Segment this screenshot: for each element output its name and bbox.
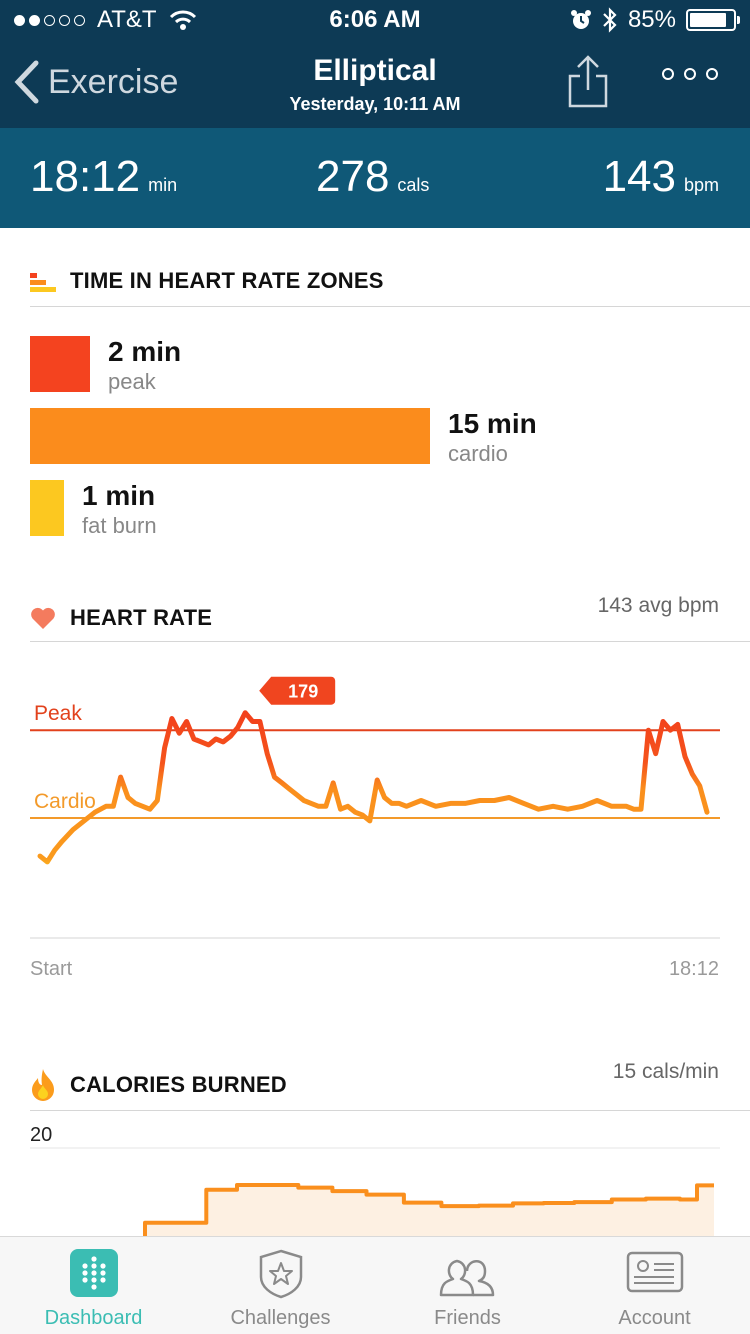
page-subtitle: Yesterday, 10:11 AM — [289, 94, 461, 114]
avg-bpm: 143 avg bpm — [597, 594, 719, 617]
peak-zone-label: peak — [108, 369, 156, 394]
tab-account-label: Account — [618, 1307, 691, 1329]
zones-bars-icon — [30, 273, 56, 292]
tab-friends[interactable]: Friends — [374, 1237, 561, 1334]
fat-burn-zone-value: 1 min — [82, 480, 156, 511]
tab-challenges-label: Challenges — [230, 1307, 331, 1329]
zones-title: TIME IN HEART RATE ZONES — [70, 268, 384, 293]
tab-challenges[interactable]: Challenges — [187, 1237, 374, 1334]
calories-area — [145, 1185, 714, 1236]
peak-zone-value: 2 min — [108, 336, 182, 367]
nav-bar: Exercise Elliptical Yesterday, 10:11 AM — [0, 40, 750, 128]
calories-line — [143, 1183, 714, 1236]
calories-chart — [30, 1147, 720, 1236]
back-label: Exercise — [48, 62, 179, 101]
heart-rate-unit: bpm — [683, 175, 719, 195]
heart-rate-value: 143 — [602, 152, 676, 201]
dashboard-dot-icon — [90, 1263, 97, 1269]
calories-unit: cals — [397, 175, 430, 195]
y-axis-max-label: 20 — [30, 1124, 53, 1146]
dashboard-dot-icon — [81, 1263, 88, 1269]
divider — [30, 306, 750, 307]
signal-dot-icon — [44, 14, 55, 26]
more-dot-icon — [706, 68, 718, 80]
clock: 6:06 AM — [329, 6, 421, 33]
carrier-name: AT&T — [97, 6, 157, 33]
battery-icon — [686, 9, 740, 31]
exercise-summary: 18:12 min 278 cals 143 bpm — [0, 128, 750, 228]
dashboard-dot-icon — [99, 1263, 106, 1269]
dashboard-dot-icon — [81, 1270, 88, 1276]
x-axis-end-label: 18:12 — [668, 958, 719, 980]
battery-percent: 85% — [627, 6, 676, 33]
dashboard-dot-icon — [90, 1256, 97, 1262]
friends-icon — [439, 1259, 494, 1297]
peak-zone-bar — [30, 336, 90, 392]
heart-rate-header: HEART RATE — [30, 605, 212, 631]
max-bpm-callout-shape — [259, 676, 336, 705]
heart-rate-title: HEART RATE — [70, 605, 213, 630]
signal-dot-icon — [74, 14, 85, 26]
heart-rate-stat: 143 bpm — [603, 152, 719, 202]
status-bar: AT&T 6:06 AM 85% — [0, 0, 750, 40]
peak-threshold-label: Peak — [34, 702, 82, 725]
signal-dot-icon — [29, 14, 40, 26]
tab-bar: Dashboard Challenges Friends Account — [0, 1236, 750, 1334]
alarm-icon — [570, 10, 591, 29]
cardio-threshold-label: Cardio — [34, 790, 96, 813]
calories-rate: 15 cals/min — [612, 1060, 719, 1083]
max-bpm-value: 179 — [288, 682, 318, 702]
calories-header: CALORIES BURNED — [30, 1068, 287, 1102]
page-title: Elliptical — [313, 54, 437, 87]
cardio-zone-bar — [30, 408, 430, 464]
dashboard-dot-icon — [90, 1270, 97, 1276]
max-bpm-callout: 179 — [259, 676, 336, 705]
wifi-icon — [169, 10, 196, 30]
battery-level — [690, 13, 726, 27]
chevron-left-icon — [14, 60, 39, 104]
duration-unit: min — [148, 175, 178, 195]
calories-stat: 278 cals — [316, 152, 429, 202]
share-button[interactable] — [566, 54, 610, 108]
duration-stat: 18:12 min — [30, 152, 177, 202]
dashboard-dot-icon — [99, 1277, 106, 1283]
tab-friends-label: Friends — [434, 1307, 501, 1329]
back-button[interactable]: Exercise — [14, 60, 178, 104]
dashboard-dot-icon — [99, 1270, 106, 1276]
zones-header: TIME IN HEART RATE ZONES — [30, 268, 384, 294]
tab-account[interactable]: Account — [561, 1237, 748, 1334]
signal-indicator: AT&T — [14, 6, 197, 34]
signal-dot-icon — [59, 14, 70, 26]
fat-burn-zone-bar — [30, 480, 64, 536]
dashboard-dot-icon — [90, 1277, 97, 1283]
signal-dot-icon — [14, 14, 25, 26]
divider — [30, 641, 750, 642]
account-card-icon — [626, 1251, 683, 1293]
more-dot-icon — [684, 68, 696, 80]
dashboard-dot-icon — [81, 1277, 88, 1283]
dashboard-dot-icon — [90, 1284, 97, 1290]
x-axis-start-label: Start — [30, 958, 73, 980]
divider — [30, 1110, 750, 1111]
tab-dashboard[interactable]: Dashboard — [0, 1237, 187, 1334]
heart-rate-chart: Peak Cardio 179 — [30, 676, 720, 939]
fat-burn-zone-label: fat burn — [82, 513, 157, 538]
tab-dashboard-label: Dashboard — [44, 1307, 143, 1329]
cardio-zone-label: cardio — [448, 441, 508, 466]
heart-rate-line — [37, 710, 710, 865]
dashboard-icon — [69, 1249, 118, 1297]
calories-value: 278 — [316, 152, 390, 201]
cardio-zone-value: 15 min — [448, 408, 537, 439]
bluetooth-icon — [603, 7, 617, 33]
heart-icon — [31, 607, 55, 629]
challenges-star-icon — [259, 1249, 302, 1299]
flame-icon — [32, 1069, 54, 1101]
calories-title: CALORIES BURNED — [70, 1072, 287, 1097]
duration-value: 18:12 — [30, 152, 141, 201]
more-options-button[interactable] — [662, 68, 718, 80]
more-dot-icon — [662, 68, 674, 80]
